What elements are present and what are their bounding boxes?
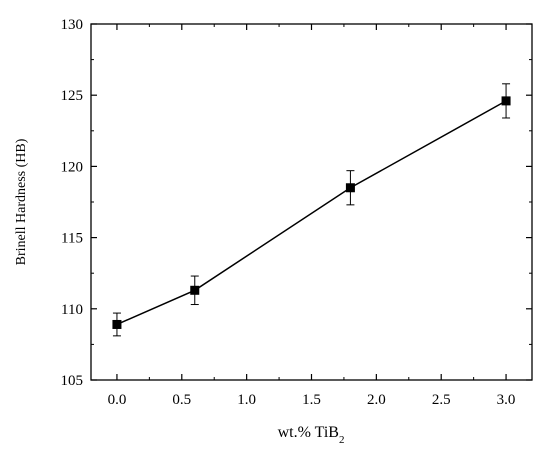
x-tick-label: 0.5	[172, 392, 191, 408]
x-axis-title-subscript: 2	[339, 434, 345, 446]
plot-frame	[90, 23, 533, 381]
x-tick-label: 2.5	[432, 392, 451, 408]
data-point	[112, 319, 122, 329]
y-axis-ticks: 105 110 115 120 125 130	[61, 17, 532, 389]
series-line	[116, 100, 507, 326]
x-axis-title-main: wt.% TiB	[278, 424, 339, 441]
data-point	[190, 285, 200, 295]
y-tick-label: 115	[61, 231, 83, 247]
x-axis-title: wt.% TiB2	[278, 424, 345, 446]
y-tick-label: 105	[61, 373, 84, 389]
data-point	[345, 183, 355, 193]
x-tick-label: 1.0	[237, 392, 256, 408]
data-point	[501, 96, 511, 106]
data-series	[112, 83, 511, 337]
y-tick-label: 125	[61, 88, 84, 104]
y-tick-label: 130	[61, 17, 84, 33]
y-tick-label: 110	[61, 302, 83, 318]
y-tick-label: 120	[61, 159, 84, 175]
x-axis-ticks: 0.0 0.5 1.0 1.5 2.0 2.5 3.0	[108, 24, 516, 408]
y-axis-title: Brinell Hardness (HB)	[14, 138, 29, 265]
x-tick-label: 3.0	[497, 392, 516, 408]
x-tick-label: 2.0	[367, 392, 386, 408]
x-tick-label: 1.5	[302, 392, 321, 408]
x-tick-label: 0.0	[108, 392, 127, 408]
